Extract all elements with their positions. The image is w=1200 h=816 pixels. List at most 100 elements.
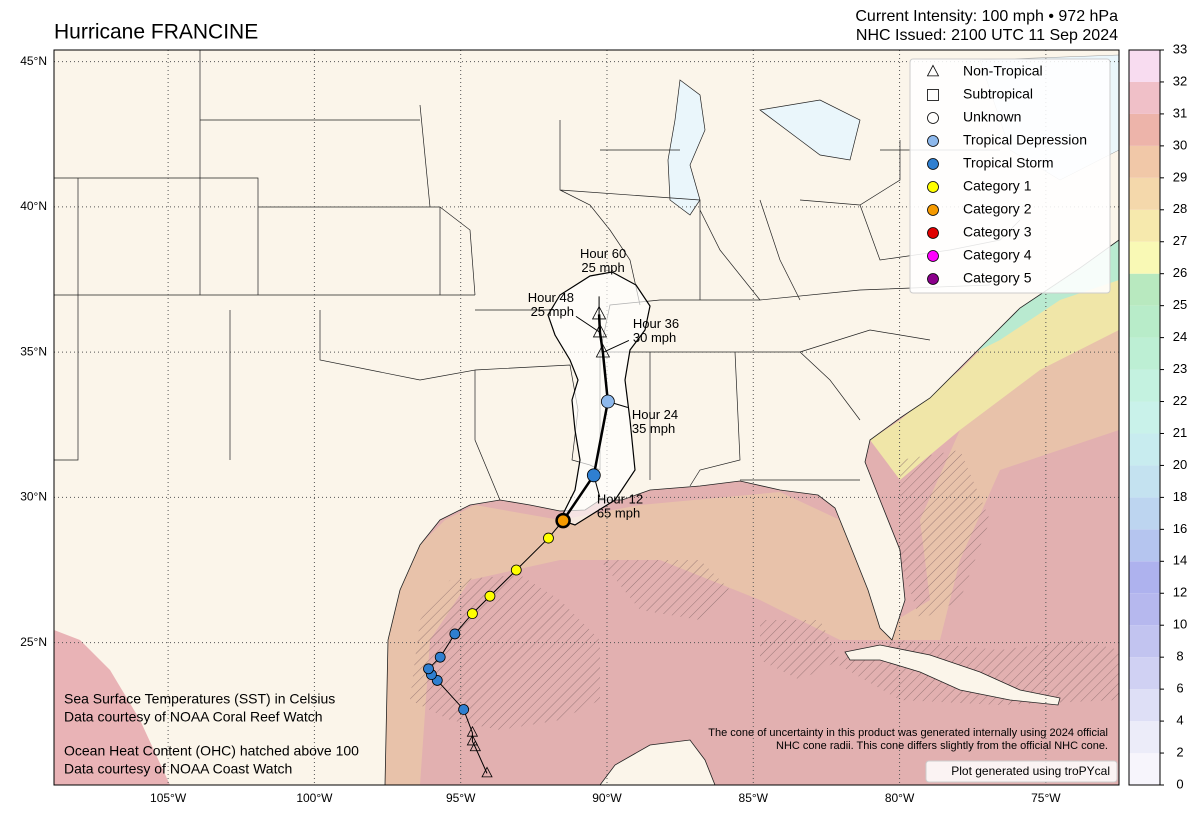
colorbar-label: 31 [1173, 105, 1187, 120]
colorbar-label: 21 [1173, 425, 1187, 440]
marker [449, 628, 461, 640]
forecast-hour: Hour 48 [528, 290, 574, 305]
lon-tick-label: 75°W [1031, 791, 1061, 805]
colorbar-segment [1129, 657, 1160, 690]
lon-tick-label: 80°W [885, 791, 915, 805]
marker [543, 532, 554, 544]
lon-tick-label: 100°W [296, 791, 333, 805]
note: Data courtesy of NOAA Coast Watch [64, 761, 292, 777]
marker [927, 89, 939, 101]
colorbar-segment [1129, 241, 1160, 274]
colorbar-label: 32 [1173, 73, 1187, 88]
disclaimer: The cone of uncertainty in this product … [708, 727, 1108, 739]
colorbar-label: 10 [1173, 617, 1187, 632]
legend-label: Category 2 [963, 201, 1032, 217]
colorbar-segment [1129, 337, 1160, 370]
yucatan [599, 739, 716, 785]
colorbar-segment [1129, 113, 1160, 146]
marker [927, 181, 939, 193]
marker [466, 734, 479, 746]
legend-label: Category 4 [963, 247, 1032, 263]
colorbar-label: 22 [1173, 393, 1187, 408]
colorbar-segment [1129, 369, 1160, 402]
colorbar-segment [1129, 401, 1160, 434]
colorbar-segment [1129, 689, 1160, 722]
forecast-wind: 30 mph [633, 330, 676, 345]
marker [927, 250, 939, 262]
marker [434, 651, 446, 663]
legend: Non-Tropical Subtropical Unknown Tropical D… [909, 58, 1111, 294]
marker [481, 766, 493, 778]
lon-tick-label: 105°W [150, 791, 187, 805]
marker [466, 725, 479, 737]
marker [586, 468, 601, 483]
colorbar-label: 16 [1173, 521, 1187, 536]
colorbar-segment [1129, 209, 1160, 242]
warm-band [385, 330, 1119, 785]
pacific [54, 630, 170, 785]
marker [592, 323, 608, 338]
note: Ocean Heat Content (OHC) hatched above 1… [64, 743, 359, 759]
lon-tick-label: 95°W [446, 791, 476, 805]
colorbar-label: 0 [1176, 776, 1183, 791]
title: Hurricane FRANCINE [54, 21, 258, 44]
colorbar-label: 20 [1173, 457, 1187, 472]
legend-label: Category 1 [963, 178, 1032, 194]
forecast-hour: Hour 60 [580, 246, 626, 261]
marker [510, 564, 522, 576]
colorbar-segment [1129, 721, 1160, 754]
label-leader [575, 315, 601, 333]
lake-michigan [667, 79, 706, 216]
forecast-wind: 25 mph [581, 260, 624, 275]
forecast-hour: Hour 12 [597, 492, 643, 507]
marker [927, 112, 939, 124]
colorbar-segment [1129, 497, 1160, 530]
colorbar-segment [1129, 529, 1160, 562]
legend-label: Category 3 [963, 224, 1032, 240]
intensity: Current Intensity: 100 mph • 972 hPa [855, 8, 1118, 25]
legend-label: Non-Tropical [963, 63, 1043, 79]
colorbar-label: 2 [1176, 744, 1183, 759]
legend-label: Tropical Depression [963, 132, 1087, 148]
colorbar-label: 6 [1176, 681, 1183, 696]
colorbar-segment [1129, 81, 1160, 114]
marker [458, 704, 470, 715]
colorbar-segment [1129, 50, 1160, 82]
colorbar-label: 33 [1173, 41, 1187, 56]
marker [927, 204, 939, 216]
note: Data courtesy of NOAA Coral Reef Watch [64, 709, 323, 725]
colorbar-label: 23 [1173, 361, 1187, 376]
marker [595, 343, 611, 358]
cuba [844, 644, 1061, 706]
marker [484, 590, 496, 602]
colorbar-label: 28 [1173, 201, 1187, 216]
marker [600, 394, 615, 409]
marker [555, 512, 571, 529]
colorbar-segment [1129, 561, 1160, 594]
credit-box [925, 760, 1118, 783]
colorbar-label: 26 [1173, 265, 1187, 280]
colorbar-segment [1129, 593, 1160, 626]
legend-label: Category 5 [963, 270, 1032, 286]
lon-tick-label: 85°W [739, 791, 769, 805]
credit: Plot generated using troPYcal [951, 764, 1110, 778]
lon-tick-label: 90°W [592, 791, 622, 805]
colorbar-label: 27 [1173, 233, 1187, 248]
marker [469, 740, 481, 752]
lat-tick-label: 30°N [20, 490, 47, 504]
marker [927, 227, 939, 239]
colorbar-label: 14 [1173, 553, 1187, 568]
marker [423, 663, 434, 675]
colorbar-label: 30 [1173, 137, 1187, 152]
marker [926, 64, 940, 77]
colorbar-segment [1129, 305, 1160, 338]
colorbar-segment [1129, 753, 1160, 785]
colorbar-label: 25 [1173, 297, 1187, 312]
label-leader [602, 339, 630, 353]
lake-huron [759, 99, 861, 161]
colorbar-frame [1128, 49, 1161, 786]
disclaimer: NHC cone radii. This cone differs slight… [776, 740, 1108, 752]
legend-label: Tropical Storm [963, 155, 1054, 171]
legend-label: Unknown [963, 109, 1021, 125]
